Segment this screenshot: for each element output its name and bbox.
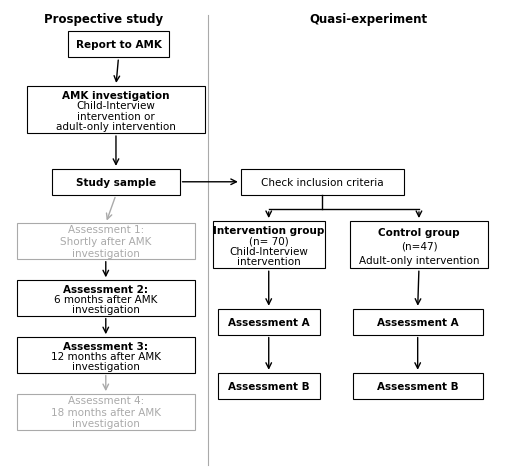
FancyBboxPatch shape [68,32,169,58]
Text: Assessment B: Assessment B [377,381,458,391]
Text: (n=47): (n=47) [400,241,437,251]
FancyBboxPatch shape [27,87,205,134]
Text: 12 months after AMK: 12 months after AMK [51,351,161,361]
Text: intervention or: intervention or [77,111,155,121]
Text: Study sample: Study sample [76,178,156,188]
Text: Child-Interview: Child-Interview [76,101,156,111]
Text: Assessment B: Assessment B [228,381,310,391]
Text: (n= 70): (n= 70) [249,236,289,246]
FancyBboxPatch shape [218,373,319,399]
Text: Prospective study: Prospective study [44,13,163,26]
FancyBboxPatch shape [17,394,195,430]
Text: Assessment A: Assessment A [377,317,458,327]
Text: Intervention group: Intervention group [213,226,325,235]
Text: Assessment 1:
Shortly after AMK
investigation: Assessment 1: Shortly after AMK investig… [60,225,152,258]
Text: Report to AMK: Report to AMK [76,40,161,50]
Text: adult-only intervention: adult-only intervention [56,122,176,132]
FancyBboxPatch shape [241,169,403,196]
Text: Adult-only intervention: Adult-only intervention [359,255,479,265]
Text: AMK investigation: AMK investigation [62,90,169,100]
FancyBboxPatch shape [52,169,180,196]
Text: Assessment A: Assessment A [228,317,310,327]
Text: Control group: Control group [378,228,460,238]
Text: Assessment 3:: Assessment 3: [63,341,148,351]
Text: 6 months after AMK: 6 months after AMK [54,294,158,304]
FancyBboxPatch shape [353,309,483,335]
FancyBboxPatch shape [350,221,488,269]
FancyBboxPatch shape [17,337,195,373]
Text: Assessment 4:
18 months after AMK
investigation: Assessment 4: 18 months after AMK invest… [51,396,161,428]
Text: investigation: investigation [72,361,140,371]
Text: Quasi-experiment: Quasi-experiment [309,13,427,26]
FancyBboxPatch shape [212,221,325,269]
FancyBboxPatch shape [218,309,319,335]
Text: intervention: intervention [237,257,301,267]
Text: Child-Interview: Child-Interview [229,247,308,257]
FancyBboxPatch shape [17,224,195,259]
Text: Check inclusion criteria: Check inclusion criteria [261,178,383,188]
FancyBboxPatch shape [353,373,483,399]
Text: Assessment 2:: Assessment 2: [63,284,148,294]
FancyBboxPatch shape [17,280,195,316]
Text: investigation: investigation [72,305,140,315]
